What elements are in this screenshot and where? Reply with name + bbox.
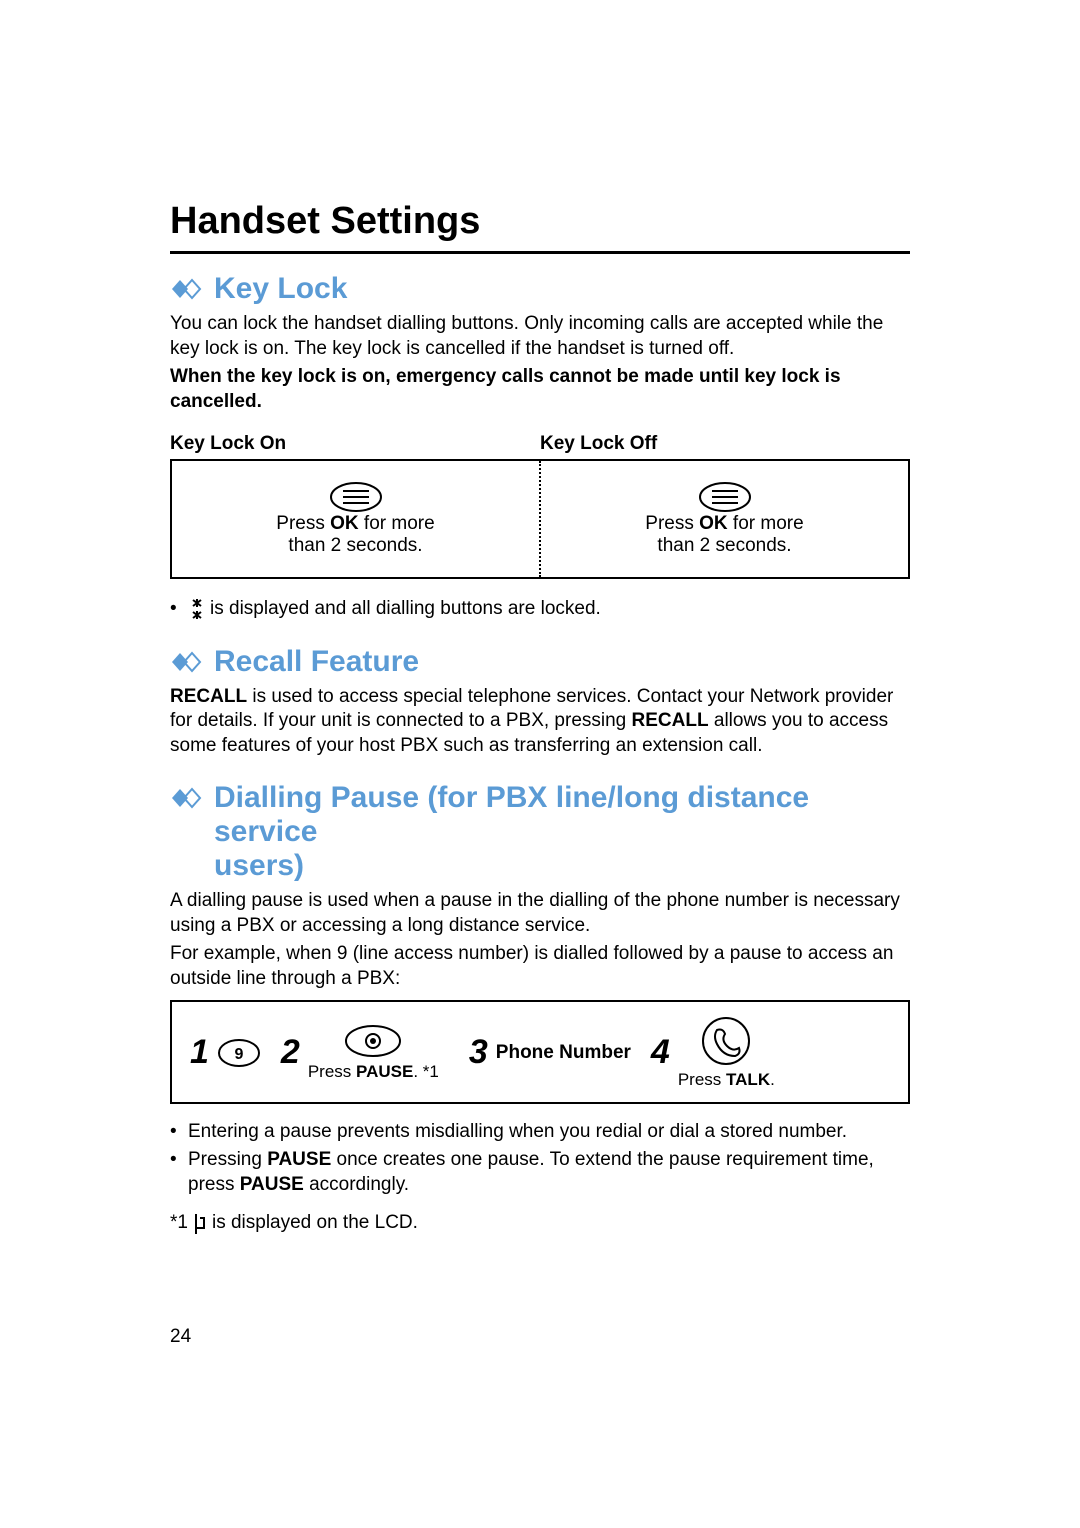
keylock-subhead-row: Key Lock On Key Lock Off [170,433,910,455]
pause-heading-b: users) [214,849,910,883]
pause-bullet-1-text: Entering a pause prevents misdialling wh… [188,1120,847,1145]
press-text: than 2 seconds. [288,535,422,557]
step-4-caption: . [770,1070,775,1089]
footnote-marker: *1 [170,1212,188,1234]
keylock-body1: You can lock the handset dialling button… [170,312,910,361]
section-pause-title: Dialling Pause (for PBX line/long distan… [170,781,910,883]
keylock-off-label: Key Lock Off [540,433,910,455]
step-3-label: Phone Number [496,1042,631,1064]
step-4-caption: TALK [726,1070,770,1089]
step-2-caption: . *1 [413,1062,439,1081]
step-4-num: 4 [651,1033,670,1072]
pause-footnote: *1 is displayed on the LCD. [170,1210,910,1236]
pause-body1: A dialling pause is used when a pause in… [170,889,910,938]
page-title: Handset Settings [170,200,910,243]
footnote-text: is displayed on the LCD. [212,1212,418,1234]
lock-status-icon [188,597,206,623]
pause-bullet-2-text: Pressing [188,1149,267,1170]
key-9-icon: 9 [217,1038,261,1068]
keylock-heading-text: Key Lock [214,272,347,306]
pause-heading-a: Dialling Pause (for PBX line/long distan… [214,781,910,849]
talk-button-icon [701,1016,751,1066]
keylock-off-col: Press OK for more than 2 seconds. [541,461,908,577]
press-text: Press [645,513,699,534]
page-number: 24 [170,1326,191,1348]
ok-text: OK [330,513,359,534]
title-rule [170,251,910,254]
pause-bullet-2: • Pressing PAUSE once creates one pause.… [170,1148,910,1197]
pause-body2: For example, when 9 (line access number)… [170,942,910,991]
steps-box: 1 9 2 Press PAUSE. *1 3 Phone Number 4 [170,1000,910,1104]
recall-body: RECALL is used to access special telepho… [170,685,910,759]
step-3-num: 3 [469,1033,488,1072]
step-2-num: 2 [281,1033,300,1072]
step-1-num: 1 [190,1033,209,1072]
ok-button-icon [698,481,752,513]
press-text: for more [359,513,435,534]
press-text: for more [728,513,804,534]
diamond-pair-icon [170,787,206,809]
recall-heading-text: Recall Feature [214,645,419,679]
press-text: than 2 seconds. [657,535,791,557]
diamond-pair-icon [170,278,206,300]
keylock-bullet: • is displayed and all dialling buttons … [170,597,910,623]
pause-bullet-2-text: accordingly. [304,1174,409,1195]
keylock-on-col: Press OK for more than 2 seconds. [172,461,539,577]
section-recall-title: Recall Feature [170,645,910,679]
pause-lcd-icon [192,1210,208,1236]
pause-bullet-2-text: PAUSE [267,1149,331,1170]
keylock-bullet-text: is displayed and all dialling buttons ar… [210,597,601,622]
ok-text: OK [699,513,728,534]
redial-button-icon [344,1024,402,1058]
step-4-caption: Press [678,1070,726,1089]
recall-text: RECALL [632,710,709,731]
press-text: Press [276,513,330,534]
keylock-box: Press OK for more than 2 seconds. Press … [170,459,910,579]
pause-bullet-2-text: PAUSE [240,1174,304,1195]
recall-text: RECALL [170,686,247,707]
diamond-pair-icon [170,651,206,673]
svg-text:9: 9 [234,1046,243,1063]
pause-bullet-1: • Entering a pause prevents misdialling … [170,1120,910,1145]
step-2-caption: PAUSE [356,1062,413,1081]
section-keylock-title: Key Lock [170,272,910,306]
keylock-body2: When the key lock is on, emergency calls… [170,365,910,414]
step-2-caption: Press [308,1062,356,1081]
keylock-on-label: Key Lock On [170,433,540,455]
ok-button-icon [329,481,383,513]
